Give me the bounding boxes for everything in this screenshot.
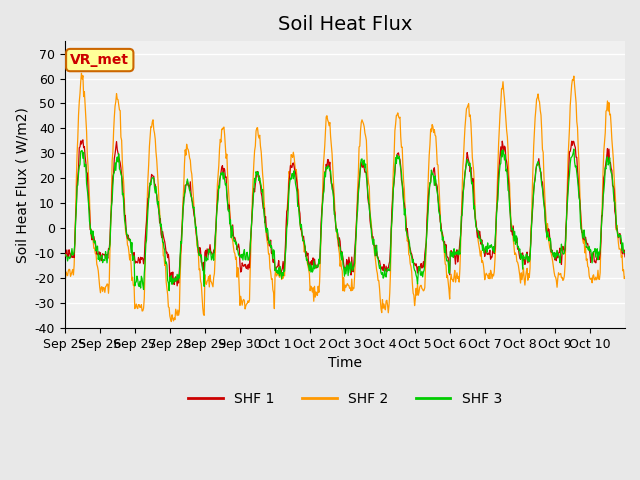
Title: Soil Heat Flux: Soil Heat Flux — [278, 15, 412, 34]
Legend: SHF 1, SHF 2, SHF 3: SHF 1, SHF 2, SHF 3 — [182, 386, 508, 412]
Y-axis label: Soil Heat Flux ( W/m2): Soil Heat Flux ( W/m2) — [15, 107, 29, 263]
X-axis label: Time: Time — [328, 356, 362, 370]
Text: VR_met: VR_met — [70, 53, 129, 67]
